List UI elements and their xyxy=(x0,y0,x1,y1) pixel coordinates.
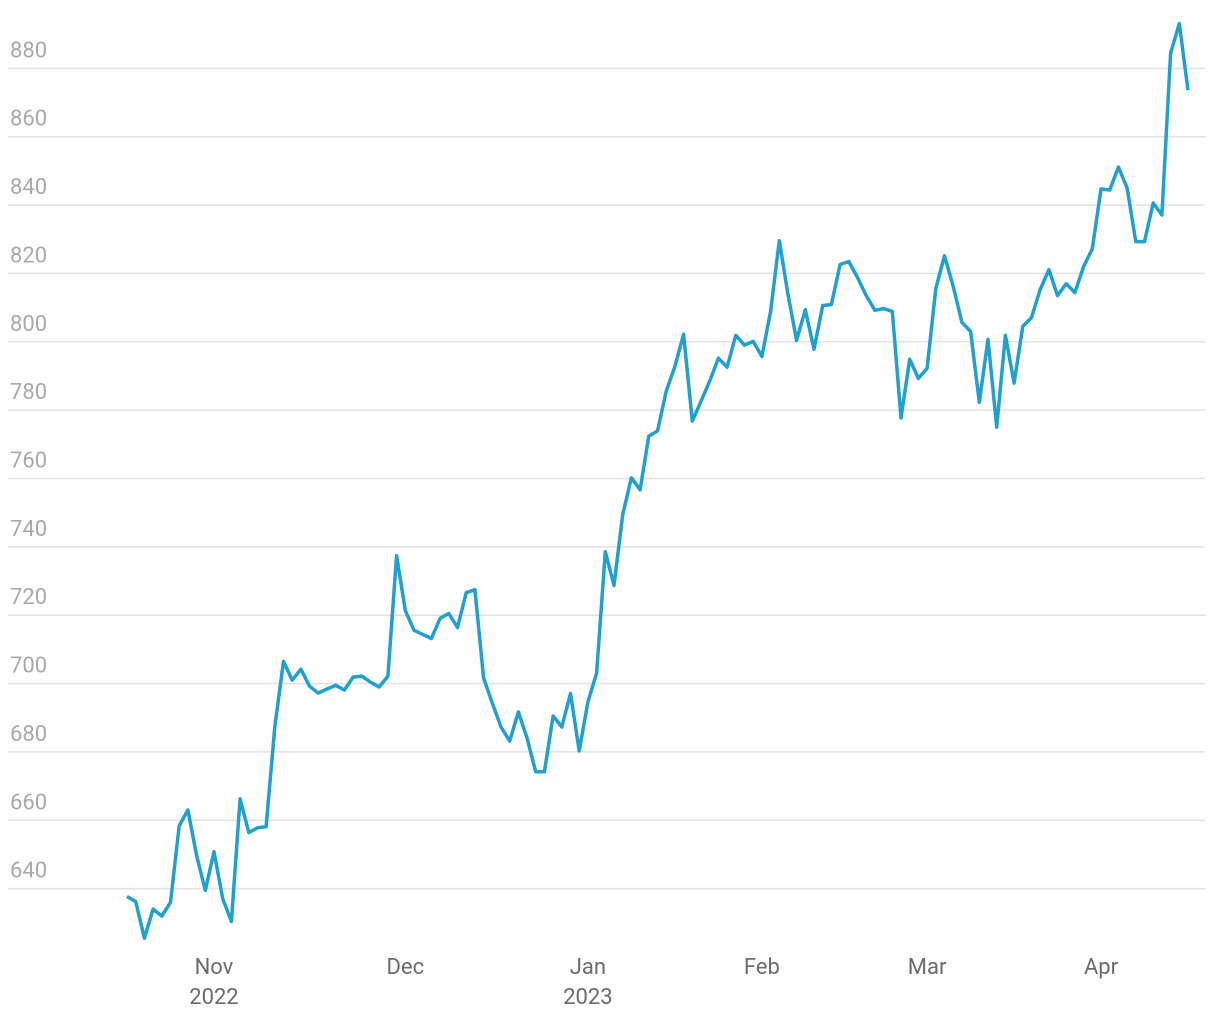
y-tick-label: 840 xyxy=(10,175,47,200)
y-tick-label: 880 xyxy=(10,38,47,63)
y-tick-label: 760 xyxy=(10,449,47,474)
y-tick-label: 640 xyxy=(10,859,47,884)
y-tick-label: 700 xyxy=(10,654,47,679)
y-tick-label: 740 xyxy=(10,517,47,542)
x-tick-label: Dec xyxy=(386,955,424,980)
y-tick-label: 720 xyxy=(10,585,47,610)
x-tick-label: Nov 2022 xyxy=(189,955,238,1010)
y-tick-label: 800 xyxy=(10,312,47,337)
x-tick-label: Feb xyxy=(744,955,780,980)
y-tick-label: 680 xyxy=(10,722,47,747)
x-tick-label: Mar xyxy=(908,955,947,980)
y-tick-label: 780 xyxy=(10,380,47,405)
y-tick-label: 860 xyxy=(10,107,47,132)
x-tick-label: Jan 2023 xyxy=(563,955,612,1010)
y-tick-label: 660 xyxy=(10,790,47,815)
x-tick-label: Apr xyxy=(1084,955,1119,980)
line xyxy=(126,21,1190,940)
y-tick-label: 820 xyxy=(10,243,47,268)
